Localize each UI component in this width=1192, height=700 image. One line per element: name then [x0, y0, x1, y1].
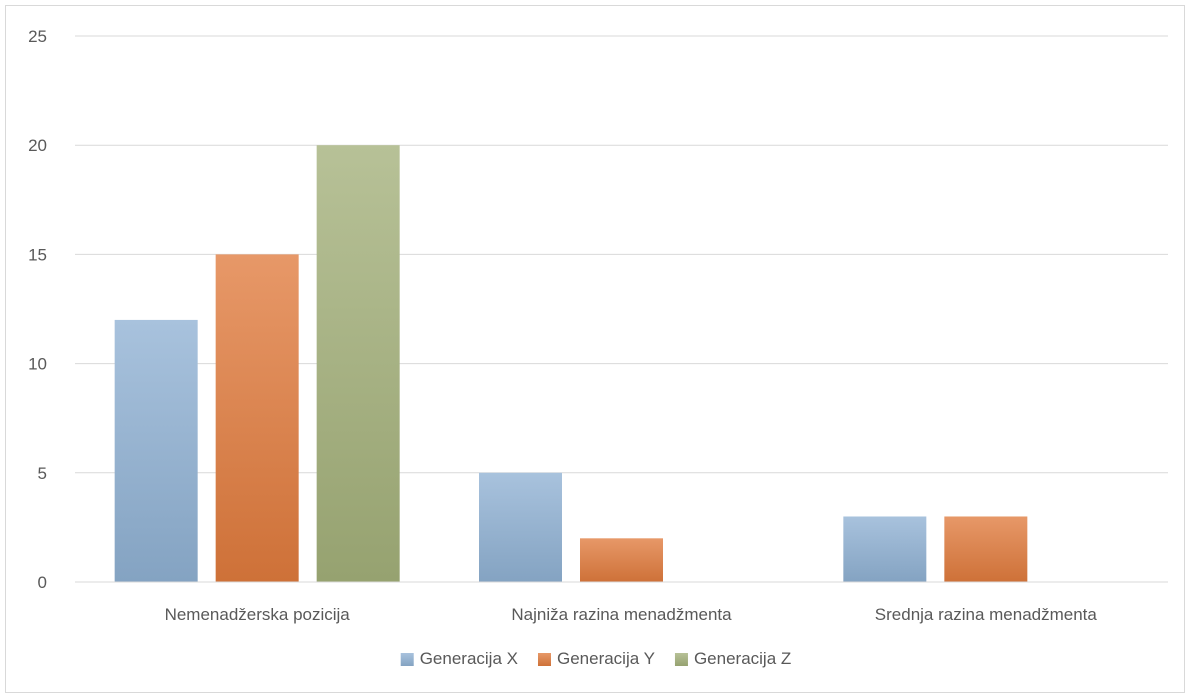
x-category-label: Najniža razina menadžmenta: [511, 605, 732, 624]
legend-item: Generacija Y: [537, 649, 655, 668]
y-axis-ticks: 0 5 10 15 20 25: [28, 27, 47, 592]
x-category-label: Nemenadžerska pozicija: [165, 605, 351, 624]
y-tick-label: 5: [38, 464, 47, 483]
legend: Generacija X Generacija Y Generacija Z: [400, 649, 791, 668]
bar-generacija-x-2: [843, 516, 927, 582]
legend-swatch: [400, 653, 414, 666]
bar-generacija-y-1: [580, 538, 663, 582]
bar-generacija-z-0: [316, 145, 400, 582]
y-tick-label: 15: [28, 245, 47, 264]
y-tick-label: 25: [28, 27, 47, 46]
legend-label: Generacija Z: [694, 649, 791, 668]
bars: [114, 145, 1028, 582]
legend-item: Generacija X: [400, 649, 518, 668]
x-axis-labels: Nemenadžerska pozicija Najniža razina men…: [165, 605, 1098, 624]
bar-generacija-y-2: [944, 516, 1028, 582]
x-category-label: Srednja razina menadžmenta: [875, 605, 1098, 624]
y-tick-label: 0: [38, 573, 47, 592]
y-tick-label: 10: [28, 355, 47, 374]
legend-swatch: [537, 653, 551, 666]
y-tick-label: 20: [28, 136, 47, 155]
legend-item: Generacija Z: [674, 649, 791, 668]
legend-label: Generacija Y: [557, 649, 655, 668]
legend-swatch: [674, 653, 688, 666]
bar-generacija-y-0: [215, 254, 299, 582]
bar-generacija-x-1: [479, 472, 562, 582]
bar-generacija-x-0: [114, 319, 198, 582]
legend-label: Generacija X: [420, 649, 518, 668]
